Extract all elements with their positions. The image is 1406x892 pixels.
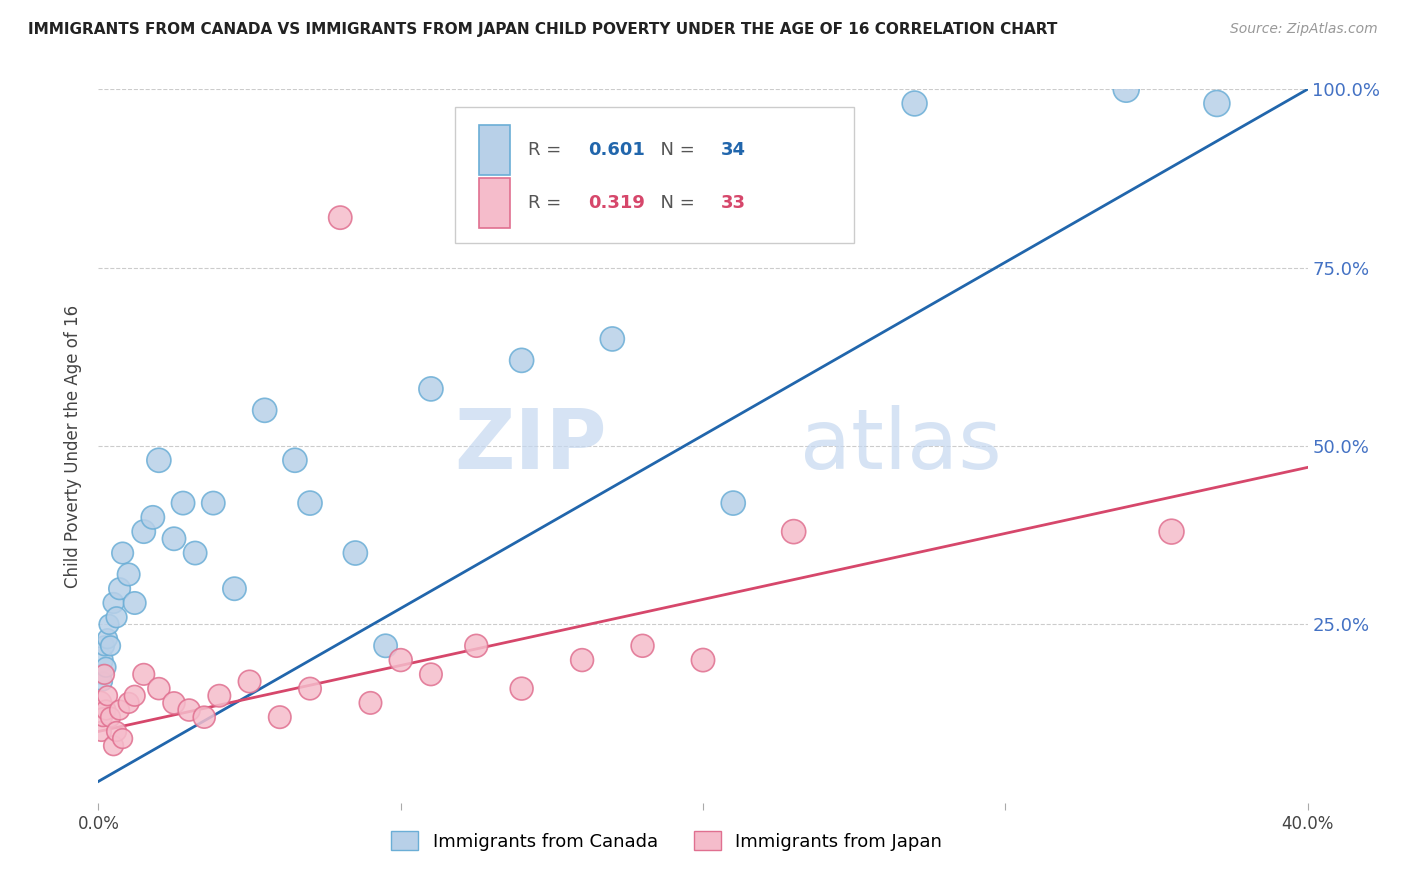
Text: R =: R = xyxy=(527,194,567,212)
Text: N =: N = xyxy=(648,194,700,212)
Point xyxy=(124,689,146,703)
Point xyxy=(100,639,122,653)
Point xyxy=(904,96,927,111)
Point xyxy=(172,496,194,510)
Point xyxy=(148,453,170,467)
Point xyxy=(96,689,118,703)
Point xyxy=(90,724,112,739)
Text: ZIP: ZIP xyxy=(454,406,606,486)
Point xyxy=(510,353,533,368)
Point xyxy=(90,667,112,681)
Point xyxy=(91,674,114,689)
Point xyxy=(783,524,806,539)
Point xyxy=(269,710,291,724)
Point xyxy=(108,582,131,596)
Point xyxy=(184,546,207,560)
Point xyxy=(94,703,117,717)
Point xyxy=(344,546,367,560)
Text: Source: ZipAtlas.com: Source: ZipAtlas.com xyxy=(1230,22,1378,37)
Text: 0.319: 0.319 xyxy=(588,194,645,212)
Point xyxy=(124,596,146,610)
Text: 0.601: 0.601 xyxy=(588,141,645,159)
Point xyxy=(692,653,714,667)
Point xyxy=(118,567,141,582)
Point xyxy=(631,639,654,653)
Point xyxy=(329,211,352,225)
Point xyxy=(1115,82,1137,96)
FancyBboxPatch shape xyxy=(456,107,855,243)
Text: N =: N = xyxy=(648,141,700,159)
Point xyxy=(224,582,246,596)
Text: 33: 33 xyxy=(721,194,747,212)
Point xyxy=(374,639,396,653)
Point xyxy=(142,510,165,524)
Point xyxy=(360,696,382,710)
Point xyxy=(202,496,225,510)
Point xyxy=(132,667,155,681)
Point xyxy=(299,681,322,696)
Point xyxy=(420,667,443,681)
FancyBboxPatch shape xyxy=(479,178,509,228)
Point xyxy=(100,710,122,724)
Text: IMMIGRANTS FROM CANADA VS IMMIGRANTS FROM JAPAN CHILD POVERTY UNDER THE AGE OF 1: IMMIGRANTS FROM CANADA VS IMMIGRANTS FRO… xyxy=(28,22,1057,37)
Point xyxy=(103,739,125,753)
Point xyxy=(103,596,125,610)
Point xyxy=(111,546,134,560)
Point xyxy=(96,632,118,646)
Point xyxy=(299,496,322,510)
Point xyxy=(91,710,114,724)
Point xyxy=(98,617,121,632)
Point xyxy=(105,610,128,624)
Point xyxy=(1160,524,1182,539)
Point xyxy=(239,674,262,689)
FancyBboxPatch shape xyxy=(479,125,509,175)
Point xyxy=(420,382,443,396)
Point xyxy=(723,496,745,510)
Point xyxy=(163,532,186,546)
Point xyxy=(148,681,170,696)
Point xyxy=(510,681,533,696)
Point xyxy=(108,703,131,717)
Point xyxy=(93,639,115,653)
Point xyxy=(89,696,111,710)
Point xyxy=(389,653,412,667)
Point xyxy=(132,524,155,539)
Point xyxy=(111,731,134,746)
Point xyxy=(193,710,215,724)
Legend: Immigrants from Canada, Immigrants from Japan: Immigrants from Canada, Immigrants from … xyxy=(384,824,949,858)
Point xyxy=(208,689,231,703)
Point xyxy=(465,639,488,653)
Point xyxy=(602,332,624,346)
Point xyxy=(163,696,186,710)
Y-axis label: Child Poverty Under the Age of 16: Child Poverty Under the Age of 16 xyxy=(65,304,83,588)
Point xyxy=(179,703,201,717)
Point xyxy=(284,453,307,467)
Point xyxy=(1206,96,1229,111)
Point xyxy=(571,653,593,667)
Point xyxy=(94,660,117,674)
Point xyxy=(93,667,115,681)
Point xyxy=(105,724,128,739)
Text: atlas: atlas xyxy=(800,406,1001,486)
Text: R =: R = xyxy=(527,141,567,159)
Text: 34: 34 xyxy=(721,141,747,159)
Point xyxy=(253,403,276,417)
Point xyxy=(89,653,111,667)
Point xyxy=(118,696,141,710)
